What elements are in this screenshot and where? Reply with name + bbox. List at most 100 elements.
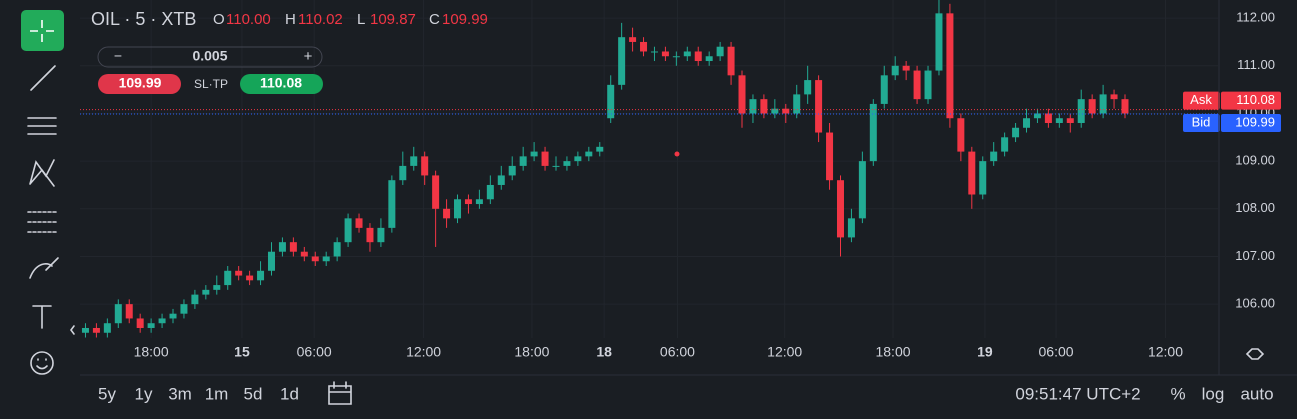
candle-body xyxy=(421,156,429,176)
candle-body xyxy=(826,132,834,181)
candle-body xyxy=(508,165,516,176)
candle-body xyxy=(454,199,462,219)
candle-body xyxy=(443,208,451,219)
x-tick-label: 06:00 xyxy=(1039,344,1074,360)
ohlc-letter: C xyxy=(429,11,440,28)
range-button[interactable]: 3m xyxy=(168,384,192,403)
candle-body xyxy=(224,270,232,286)
candle-body xyxy=(322,256,330,262)
candle-body xyxy=(399,165,407,181)
candle-body xyxy=(957,118,965,152)
candle-body xyxy=(81,327,89,333)
sell-price[interactable]: 109.99 xyxy=(119,75,162,91)
candle-body xyxy=(979,161,987,195)
minus[interactable]: − xyxy=(114,48,122,64)
candle-body xyxy=(629,37,637,42)
line-tool[interactable] xyxy=(30,65,56,91)
clock: 09:51:47 UTC+2 xyxy=(1015,384,1140,403)
range-button[interactable]: 1y xyxy=(135,384,153,403)
candle-body xyxy=(300,251,308,257)
candle-body xyxy=(705,56,713,62)
price-tag-bg xyxy=(1221,113,1281,132)
toolbar xyxy=(21,10,75,375)
sl-tp[interactable]: SL·TP xyxy=(194,77,228,91)
candle-body xyxy=(858,161,866,219)
y-tick-label: 112.00 xyxy=(1236,10,1275,25)
candle-body xyxy=(563,161,571,166)
candle-body xyxy=(738,75,746,114)
ohlc-value: 110.02 xyxy=(298,11,343,28)
scale-option[interactable]: % xyxy=(1170,384,1185,403)
emoji-tool[interactable] xyxy=(30,351,54,375)
candle-body xyxy=(475,199,483,205)
y-tick-label: 111.00 xyxy=(1237,57,1275,72)
text-tool[interactable] xyxy=(32,305,52,329)
crosshair-button[interactable] xyxy=(21,10,64,51)
candle-body xyxy=(497,175,505,185)
plus[interactable]: + xyxy=(304,48,313,65)
ohlc-value: 110.00 xyxy=(226,11,271,28)
candle-body xyxy=(585,151,593,157)
candle-body xyxy=(464,199,472,205)
candle-body xyxy=(1012,127,1020,138)
range-button[interactable]: 5y xyxy=(98,384,116,403)
sell-button[interactable] xyxy=(98,74,181,94)
candle-body xyxy=(847,218,855,238)
candle-body xyxy=(278,242,286,252)
candle-body xyxy=(158,318,166,324)
candle-body xyxy=(771,108,779,114)
settings-icon[interactable] xyxy=(1245,348,1265,360)
candle-body xyxy=(235,270,243,276)
range-button[interactable]: 5d xyxy=(244,384,263,403)
candle-body xyxy=(716,46,724,57)
x-tick-label: 18:00 xyxy=(514,344,549,360)
candle-body xyxy=(990,151,998,162)
candle-body xyxy=(1066,118,1074,123)
collapse-arrow[interactable] xyxy=(70,325,75,335)
candle-body xyxy=(114,304,122,324)
ohlc-value: 109.87 xyxy=(370,11,416,28)
scale-option[interactable]: auto xyxy=(1240,384,1273,403)
candle-body xyxy=(486,184,494,200)
buy-price[interactable]: 110.08 xyxy=(260,75,302,91)
candle-body xyxy=(869,103,877,162)
candle-body xyxy=(432,175,440,209)
buy-button[interactable] xyxy=(240,74,323,94)
projection-tool[interactable] xyxy=(27,211,57,233)
quantity[interactable]: 0.005 xyxy=(192,48,227,64)
brush-tool[interactable] xyxy=(29,257,59,279)
candle-body xyxy=(1121,99,1129,114)
candle-body xyxy=(618,37,626,85)
candle-body xyxy=(311,256,319,262)
candle-body xyxy=(366,227,374,243)
price-tag-name: Bid xyxy=(1192,114,1211,129)
fib-tool[interactable] xyxy=(27,117,57,135)
quantity-box[interactable] xyxy=(97,46,323,68)
ohlc-letter: O xyxy=(213,11,225,28)
candle-body xyxy=(92,327,100,333)
candle-body xyxy=(1110,94,1118,100)
candle-body xyxy=(1077,99,1085,123)
chart: 106.00 107.00 108.00 109.00 110.00 111.00 112.… xyxy=(80,0,1281,375)
marker-dot xyxy=(674,151,680,157)
emoji-face xyxy=(36,358,48,370)
scale-option[interactable]: log xyxy=(1202,384,1225,403)
ohlc-letter: H xyxy=(285,11,296,28)
x-tick-label: 18:00 xyxy=(134,344,169,360)
y-tick-label: 106.00 xyxy=(1235,296,1275,311)
candle-body xyxy=(760,99,768,114)
candle-body xyxy=(541,151,549,166)
candle-body xyxy=(1001,137,1009,152)
range-button[interactable]: 1m xyxy=(205,384,229,403)
candle-body xyxy=(694,51,702,62)
candle-body xyxy=(344,218,352,243)
candle-body xyxy=(552,165,560,167)
pattern-tool[interactable] xyxy=(29,159,55,187)
candle-body xyxy=(1033,113,1041,119)
date-range-icon[interactable] xyxy=(328,381,352,405)
price-tag-name-bg xyxy=(1183,113,1220,132)
candle-body xyxy=(191,294,199,305)
candle-body xyxy=(640,41,648,52)
range-button[interactable]: 1d xyxy=(280,384,299,403)
